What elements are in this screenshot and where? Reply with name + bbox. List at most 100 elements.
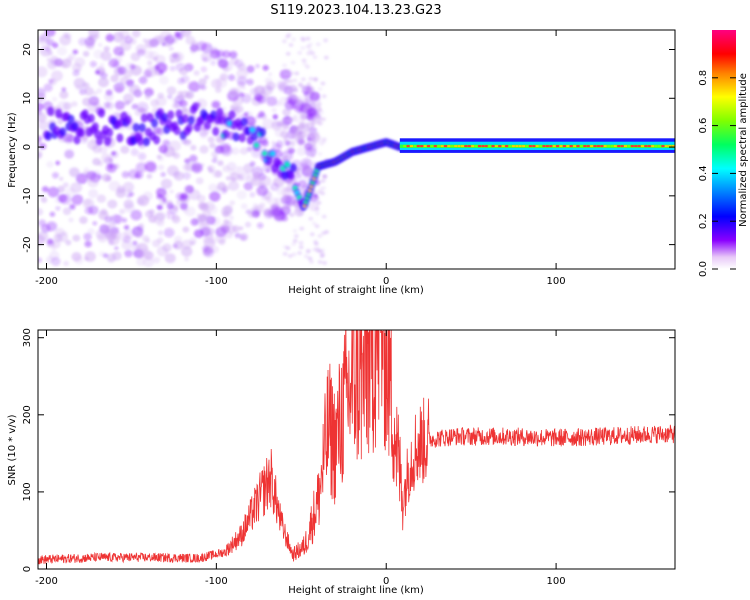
spectrogram-blob [317,260,323,264]
spectrogram-blob [298,141,303,146]
band-hot [410,145,413,148]
spectrogram-blob [294,118,300,123]
spectrogram-blob [55,60,62,67]
spectrogram-blob [84,199,92,206]
spectrogram-blob [294,71,300,76]
band-hot [454,145,458,148]
ridge-blob [67,114,75,124]
spectrogram-blob [207,136,215,143]
band-hot [545,145,549,148]
band-hot [498,145,502,148]
spectrogram-blob [151,64,161,74]
spectrogram-blob [290,140,296,145]
spectrogram-blob [228,74,236,81]
spectrogram-blob [84,240,92,248]
colorbar-tick-label: 0.6 [698,118,709,134]
spectrogram-blob [162,243,172,253]
spectrogram-blob [38,92,46,102]
spectrogram-blob [274,197,284,206]
spectrogram-blob [169,140,181,152]
spectrogram-blob [311,99,317,104]
spectrogram-blob [304,109,310,114]
spectrogram-blob [303,160,309,165]
spectrogram-blob [301,124,307,129]
band-hot [433,145,437,148]
band-hot [488,145,492,148]
spectrogram-blob [262,118,274,130]
band-hot [444,145,447,148]
spectrogram-blob [241,93,252,104]
spectrogram-blob [212,101,220,109]
spectrogram-blob [122,181,135,193]
spectrogram-blob [107,199,118,209]
ridge-blob [116,133,124,143]
spectrogram-blob [52,42,59,49]
spectrogram-blob [156,193,163,200]
ridge-blob [253,142,259,148]
spectrogram-blob [38,151,43,159]
spectrogram-blob [72,69,80,77]
spectrogram-blob [163,227,175,238]
spectrogram-blob [196,47,201,52]
spectrogram-blob [310,51,316,56]
spectrogram-blob [299,226,305,231]
spectrogram-blob [297,99,303,104]
spectrogram-blob [83,232,92,241]
spectrogram-blob [92,221,98,226]
spectrogram-blob [99,62,105,67]
spectrogram-blob [319,254,325,259]
spectrogram-blob [79,216,88,225]
spectrogram-blob [173,171,185,181]
band-hot [630,145,634,148]
band-hot [590,145,594,148]
spectrogram-blob [298,135,304,140]
spectrogram-blob [81,81,89,88]
spectrogram-blob [62,182,69,188]
spectrogram-blob [57,194,68,203]
spectrogram-blob [65,187,76,197]
snr-x-ticks: -200 -100 0 100 [35,330,566,587]
spectrogram-blob [55,160,61,166]
spectrogram-blob [105,33,115,42]
spectrogram-blob [282,63,288,68]
spectrogram-blob [274,127,285,138]
spectrogram-blob [313,239,318,244]
spectrogram-blob [61,87,67,92]
spectrogram-blob [56,232,69,243]
spectrogram-blob [179,99,188,108]
spectrogram-blob [46,238,54,245]
spectrogram-blob [174,31,181,38]
spectrogram-blob [297,83,303,88]
spectrogram-blob [155,211,166,221]
spectrogram-blob [96,174,103,180]
spectrogram-blob [189,48,196,55]
spectrogram-blob [321,186,327,191]
spectrogram-blob [306,137,312,142]
spectrogram-blob [307,256,313,261]
spectrogram-blob [317,87,323,92]
spectrogram-y-label: Frequency (Hz) [7,112,18,188]
spectrogram-blob [306,105,312,110]
spectrogram-blob [287,79,293,84]
spectrogram-blob [312,247,318,252]
spectrogram-blob [38,231,49,242]
colorbar-gradient [712,30,736,269]
spectrogram-blob [285,51,291,56]
spectrogram-blob [62,207,72,216]
spectrogram-blob [198,78,207,86]
spectrogram-blob [38,109,42,116]
ridge-blob [45,131,52,141]
spectrogram-blob [171,98,177,103]
spectrogram-blob [259,175,272,187]
spectrogram-blob [38,120,49,131]
spectrogram-blob [323,38,329,43]
ridge-blob [222,129,230,139]
spectrogram-blob [239,147,249,155]
ridge-blob [77,128,85,138]
spectrogram-blob [52,172,59,179]
spectrogram-blob [157,164,165,171]
colorbar-tick-label: 0.2 [698,213,709,229]
spectrogram-blob [307,141,313,146]
spectrogram-blob [271,140,276,145]
spectrogram-blob [311,140,317,145]
